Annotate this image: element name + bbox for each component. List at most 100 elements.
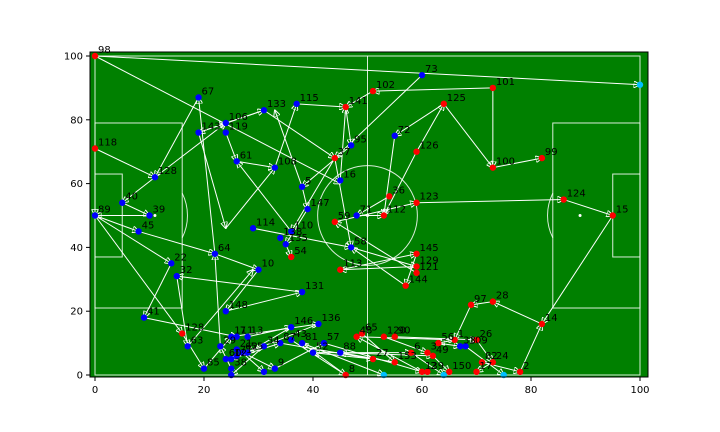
- pass-arrow: [443, 103, 493, 168]
- pass-arrow: [275, 110, 303, 187]
- pass-arrow: [214, 253, 259, 270]
- point-label: 108: [278, 157, 297, 168]
- player-point: [211, 250, 219, 257]
- player-point: [337, 349, 344, 356]
- point-label: 72: [398, 125, 411, 136]
- player-point: [538, 320, 546, 328]
- point-label: 12: [234, 348, 247, 359]
- point-label: 33: [463, 335, 476, 346]
- player-point: [391, 359, 398, 366]
- pass-arrow: [493, 302, 543, 325]
- point-label: 38: [234, 358, 247, 369]
- pass-arrow: [241, 352, 264, 372]
- point-label: 87: [283, 332, 296, 343]
- left-penalty-spot: [153, 214, 157, 217]
- point-label: 39: [153, 205, 166, 216]
- point-label: 65: [365, 323, 378, 334]
- point-label: 64: [218, 243, 231, 254]
- player-point: [337, 177, 344, 184]
- player-point: [489, 164, 497, 171]
- point-label: 43: [294, 329, 307, 340]
- player-point: [233, 352, 240, 360]
- pass-arrow: [143, 317, 237, 337]
- point-label: 13: [251, 326, 264, 337]
- player-point: [320, 339, 328, 347]
- pass-arrow: [340, 267, 417, 270]
- player-point: [413, 250, 420, 257]
- point-label: 95: [354, 134, 367, 145]
- player-point: [146, 212, 153, 219]
- player-point: [413, 269, 420, 277]
- player-point: [288, 228, 295, 235]
- player-point: [298, 183, 306, 190]
- pass-arrow: [383, 336, 428, 353]
- point-label: 14: [545, 313, 558, 324]
- player-point: [462, 343, 469, 350]
- pass-arrow: [384, 151, 417, 216]
- point-label: 28: [496, 291, 509, 302]
- point-label: 34: [267, 335, 280, 346]
- pass-arrow: [94, 215, 182, 334]
- point-label: 145: [420, 243, 439, 254]
- point-label: 8: [349, 364, 355, 375]
- left-penalty-arc: [181, 192, 188, 239]
- player-point: [315, 320, 322, 328]
- point-label: 2: [430, 361, 436, 372]
- point-label: 111: [234, 326, 253, 337]
- x-tick-label: 60: [416, 385, 429, 396]
- point-label: 2: [523, 361, 529, 372]
- player-point: [391, 132, 398, 139]
- player-point: [288, 323, 295, 331]
- pass-arrow: [225, 110, 264, 124]
- player-point: [222, 129, 229, 136]
- point-label: 7: [240, 326, 246, 337]
- pass-arrow: [334, 157, 351, 247]
- player-point: [184, 343, 191, 350]
- point-label: 120: [387, 326, 406, 337]
- point-label: 5: [305, 176, 311, 187]
- point-label: 36: [392, 185, 405, 196]
- x-tick-label: 40: [307, 385, 320, 396]
- point-label: 147: [311, 198, 330, 209]
- pass-arrow: [122, 202, 149, 216]
- player-point: [222, 308, 229, 315]
- pass-arrow: [94, 55, 640, 85]
- point-label: 54: [294, 246, 307, 257]
- pass-arrow: [357, 195, 390, 215]
- pass-arrow: [563, 199, 613, 216]
- player-point: [244, 349, 251, 356]
- point-label: 16: [343, 169, 356, 180]
- player-point: [478, 359, 486, 366]
- player-point: [446, 368, 453, 376]
- point-label: 129: [420, 256, 439, 267]
- player-point: [293, 100, 300, 108]
- pass-arrow: [94, 215, 139, 232]
- player-point: [489, 359, 497, 366]
- player-point: [91, 145, 99, 152]
- point-label: 29: [223, 335, 236, 346]
- player-point: [560, 196, 567, 203]
- pass-arrow: [198, 132, 226, 229]
- right-penalty-arc: [547, 192, 554, 239]
- point-label: 144: [409, 275, 428, 286]
- player-point: [173, 272, 180, 280]
- player-point: [489, 298, 497, 305]
- point-label: 125: [447, 93, 466, 104]
- pass-arrow: [301, 186, 307, 209]
- pass-arrow: [438, 343, 460, 346]
- point-label: 124: [567, 189, 586, 200]
- player-point: [255, 266, 262, 273]
- pass-arrow: [340, 353, 433, 356]
- x-tick-label: 80: [525, 385, 538, 396]
- pass-arrow: [122, 176, 156, 203]
- pass-arrow: [94, 215, 171, 264]
- player-point: [288, 336, 295, 344]
- player-point: [135, 228, 142, 235]
- player-point: [238, 349, 246, 356]
- point-label: 115: [300, 93, 319, 104]
- player-point: [413, 148, 420, 155]
- point-label: 98: [98, 45, 111, 56]
- player-point: [233, 346, 240, 353]
- point-label: 82: [485, 351, 498, 362]
